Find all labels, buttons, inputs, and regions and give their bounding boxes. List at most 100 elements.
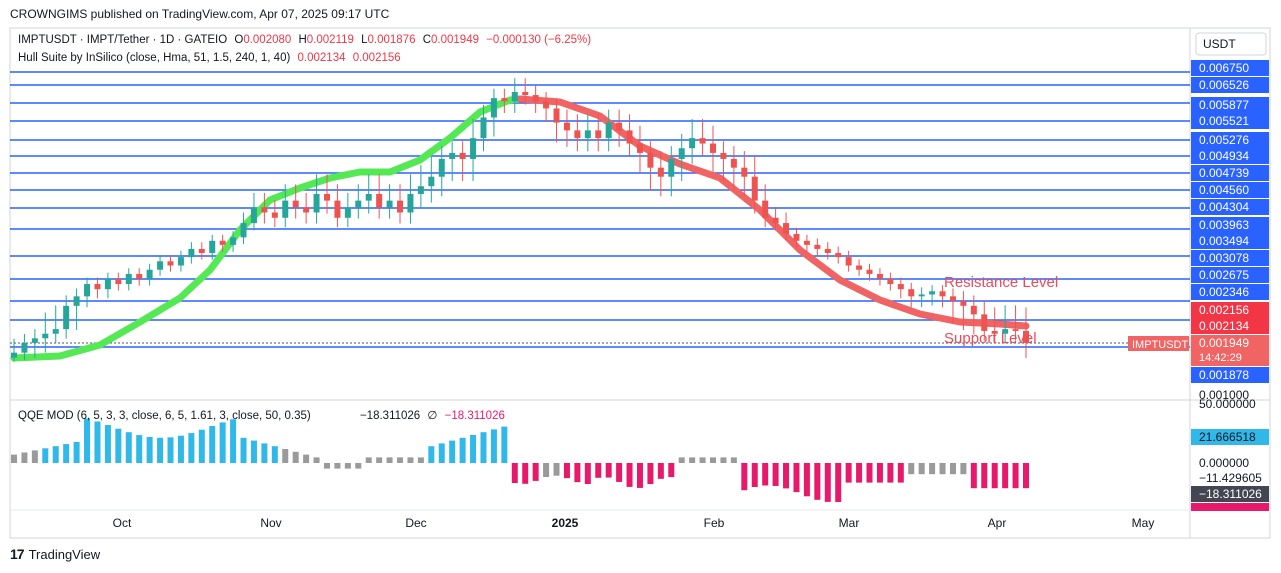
candle-body (480, 117, 487, 139)
time-tick-label: Mar (839, 516, 860, 530)
time-tick-label: Oct (113, 516, 132, 530)
qqe-bar (563, 463, 570, 479)
candle-body (490, 98, 497, 118)
candle-body (240, 223, 247, 238)
price-level-label: 0.005521 (1199, 114, 1249, 128)
qqe-bar (595, 463, 602, 478)
candle-body (428, 176, 435, 187)
hull-value-2: 0.002156 (352, 52, 401, 64)
qqe-bar (470, 435, 477, 463)
qqe-bar (334, 463, 341, 469)
qqe-bar (939, 463, 946, 475)
candle-body (908, 289, 915, 297)
hull-legend: Hull Suite by InSilico (close, Hma, 51, … (18, 52, 405, 64)
candle-body (981, 314, 988, 331)
candle-body (595, 130, 602, 139)
qqe-bar (710, 457, 717, 463)
hull-value-label: 0.002156 (1199, 303, 1249, 317)
candle-body (282, 200, 289, 218)
candle-body (250, 207, 257, 224)
hull-up-segment (10, 95, 524, 362)
candle-body (84, 284, 91, 297)
candle-body (720, 152, 727, 159)
qqe-bar (543, 463, 550, 477)
qqe-bar (480, 432, 487, 463)
qqe-bar (157, 437, 164, 463)
qqe-value-tag (1191, 486, 1269, 502)
qqe-bar (355, 463, 362, 469)
footer: 17 TradingView (10, 546, 100, 562)
candle-body (574, 130, 581, 139)
candle-body (355, 200, 362, 208)
candle-body (344, 207, 351, 218)
low-label: L (361, 34, 368, 46)
price-level-label: 0.005877 (1199, 98, 1249, 112)
qqe-bar (751, 463, 758, 488)
qqe-bar (344, 463, 351, 469)
change-value: −0.000130 (−6.25%) (486, 34, 592, 46)
candle-body (647, 152, 654, 168)
candle-body (887, 278, 894, 285)
candle-body (730, 158, 737, 168)
candle-body (323, 193, 330, 201)
symbol-legend: IMPTUSDT · IMPT/Tether · 1D · GATEIO O 0.… (18, 34, 595, 46)
price-level-tag (1191, 233, 1269, 249)
candle-body (897, 284, 904, 290)
price-axis-labels: 0.006750 0.006526 0.005877 0.005521 0.005276… (1128, 60, 1269, 511)
qqe-name: QQE MOD (6, 5, 3, 3, close, 6, 5, 1.61, … (18, 410, 311, 422)
time-tick-label: 2025 (552, 516, 579, 530)
candle-body (783, 223, 790, 234)
candle-body (21, 342, 28, 353)
qqe-bar (449, 440, 456, 463)
candle-body (459, 152, 466, 159)
candle-body (501, 98, 508, 102)
support-annotation: Support Level (944, 330, 1037, 347)
candle-body (73, 296, 80, 306)
support-price-tag (1191, 367, 1269, 383)
open-label: O (234, 34, 244, 46)
qqe-value-2: −18.311026 (444, 410, 505, 422)
candle-body (699, 138, 706, 144)
qqe-bar (511, 463, 518, 484)
qqe-bar (42, 448, 49, 463)
qqe-bar (198, 429, 205, 463)
candle-body (31, 338, 38, 343)
candle-body (449, 152, 456, 159)
qqe-bar (814, 463, 821, 500)
high-value: 0.002119 (306, 34, 354, 46)
qqe-histogram-tag (1191, 503, 1269, 511)
qqe-bar (929, 463, 936, 475)
hull-value-tag (1191, 302, 1269, 318)
support-price-label: 0.001878 (1199, 368, 1249, 382)
qqe-bar (824, 463, 831, 502)
qqe-bar (970, 463, 977, 489)
qqe-bar (313, 457, 320, 463)
symbol-info: IMPTUSDT · IMPT/Tether · 1D · GATEIO (18, 34, 228, 46)
candle-body (365, 193, 372, 201)
candle-body (678, 148, 685, 159)
candle-body (929, 291, 936, 295)
price-level-label: 0.003963 (1199, 218, 1249, 232)
currency-button[interactable] (1195, 32, 1267, 56)
candle-body (991, 330, 998, 334)
qqe-bar (240, 437, 247, 463)
qqe-bar (1023, 463, 1029, 489)
qqe-signal-label: 21.666518 (1199, 430, 1256, 444)
candle-body (1002, 329, 1009, 334)
qqe-bar (605, 463, 612, 478)
price-level-tag (1191, 148, 1269, 164)
qqe-bar (219, 422, 226, 463)
qqe-bar (522, 463, 529, 484)
price-level-label: 0.005276 (1199, 133, 1249, 147)
close-value: 0.001949 (431, 34, 479, 46)
price-level-tag (1191, 165, 1269, 181)
qqe-bar (991, 463, 998, 489)
hull-value-tag (1191, 318, 1269, 334)
qqe-bar (678, 457, 685, 463)
candle-body (1012, 329, 1019, 331)
candle-body (856, 265, 863, 270)
current-price-label: 0.001949 (1199, 336, 1249, 350)
qqe-bar (21, 452, 28, 463)
qqe-bar (31, 450, 38, 463)
